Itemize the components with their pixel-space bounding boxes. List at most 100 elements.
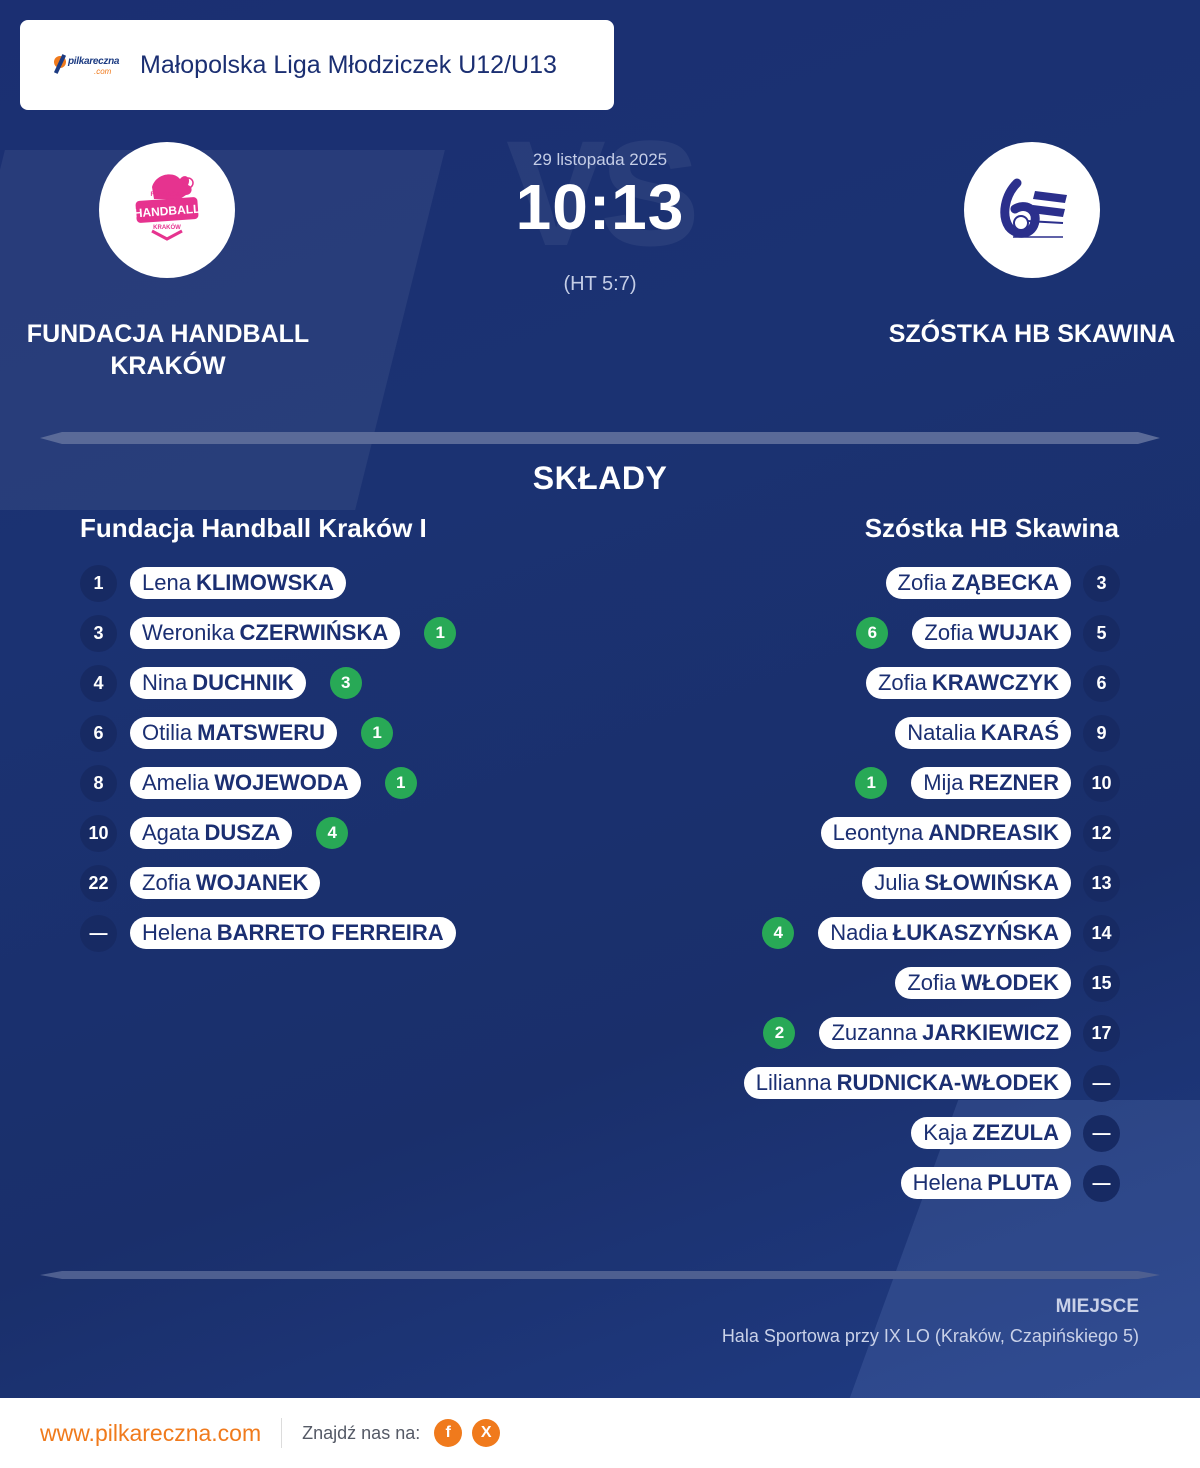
player-last-name: KARAŚ [980,720,1059,745]
league-title: Małopolska Liga Młodziczek U12/U13 [140,50,557,79]
away-squad-title: Szóstka HB Skawina [864,513,1119,543]
player-first-name: Zuzanna [831,1020,918,1045]
player-first-name: Otilia [142,720,193,745]
player-first-name: Lena [142,570,191,595]
player-name[interactable]: Zuzanna JARKIEWICZ [819,1017,1071,1049]
player-name[interactable]: Lena KLIMOWSKA [130,567,347,599]
player-row: 8 Amelia WOJEWODA 1 [80,758,456,808]
away-team-logo [964,142,1100,278]
player-row: 22 Zofia WOJANEK [80,858,456,908]
svg-text:FUNDACJA: FUNDACJA [151,192,185,198]
vs-watermark: VS [505,109,700,277]
away-team-name: SZÓSTKA HB SKAWINA [888,320,1176,348]
footer-divider [281,1418,283,1448]
shirt-number: — [80,914,117,952]
shirt-number: 14 [1083,914,1120,952]
player-first-name: Zofia [907,970,957,995]
player-row: 17 Zuzanna JARKIEWICZ 2 [744,1008,1120,1058]
home-player-list: 1 Lena KLIMOWSKA 3 Weronika CZERWIŃSKA 1 4 Nina D… [80,558,457,958]
shirt-number: — [1083,1164,1120,1202]
player-name[interactable]: Zofia ZĄBECKA [885,567,1071,599]
player-name[interactable]: Mija REZNER [911,767,1071,799]
goals-badge: 2 [763,1017,796,1049]
player-row: 14 Nadia ŁUKASZYŃSKA 4 [744,908,1120,958]
goals-badge: 4 [762,917,795,949]
player-last-name: DUCHNIK [192,670,294,695]
divider [40,1271,1160,1279]
player-last-name: PLUTA [987,1170,1059,1195]
player-name[interactable]: Zofia WOJANEK [130,867,321,899]
divider [40,432,1160,444]
home-crest-icon: FUNDACJA HANDBALL KRAKÓW [133,174,201,241]
halftime-score: (HT 5:7) [563,273,637,295]
player-last-name: WŁODEK [961,970,1059,995]
player-last-name: MATSWERU [197,720,326,745]
player-name[interactable]: Lilianna RUDNICKA-WŁODEK [743,1067,1071,1099]
player-last-name: ZEZULA [972,1120,1059,1145]
player-last-name: REZNER [968,770,1059,795]
home-team-name: FUNDACJA HANDBALL KRAKÓW [26,320,310,380]
shirt-number: 8 [80,764,117,802]
player-row: 15 Zofia WŁODEK [744,958,1120,1008]
pilkareczna-logo[interactable]: pilkareczna .com [48,50,122,80]
player-name[interactable]: Amelia WOJEWODA [130,767,361,799]
player-first-name: Mija [923,770,964,795]
shirt-number: 15 [1083,964,1120,1002]
player-name[interactable]: Zofia WŁODEK [895,967,1071,999]
player-name[interactable]: Weronika CZERWIŃSKA [130,617,401,649]
player-name[interactable]: Kaja ZEZULA [911,1117,1071,1149]
match-card: VS pilkareczna .com Małopolska Liga Młod… [0,0,1200,1398]
player-first-name: Weronika [142,620,235,645]
player-name[interactable]: Nina DUCHNIK [130,667,306,699]
svg-text:HANDBALL: HANDBALL [133,202,200,221]
player-row: 10 Mija REZNER 1 [744,758,1120,808]
player-last-name: DUSZA [204,820,281,845]
league-header: pilkareczna .com Małopolska Liga Młodzic… [20,20,614,110]
lineups-title: SKŁADY [532,460,668,496]
player-row: 3 Weronika CZERWIŃSKA 1 [80,608,457,658]
player-last-name: JARKIEWICZ [922,1020,1059,1045]
player-first-name: Natalia [907,720,976,745]
player-name[interactable]: Helena PLUTA [900,1167,1071,1199]
home-squad-title: Fundacja Handball Kraków I [80,513,427,543]
match-date: 29 listopada 2025 [532,150,668,169]
brand-name: pilkareczna [68,56,120,67]
player-row: — Lilianna RUDNICKA-WŁODEK [743,1058,1120,1108]
website-link[interactable]: www.pilkareczna.com [40,1419,262,1446]
player-last-name: ŁUKASZYŃSKA [892,920,1059,945]
final-score: 10:13 [515,171,685,243]
player-name[interactable]: Zofia WUJAK [912,617,1071,649]
goals-badge: 1 [424,617,457,649]
away-player-list: 3 Zofia ZĄBECKA 5 Zofia WUJAK 6 6 Zofia KRAWCZYK 9… [743,558,1120,1208]
away-crest-icon [1000,178,1067,238]
player-first-name: Kaja [923,1120,968,1145]
goals-badge: 1 [855,767,888,799]
player-name[interactable]: Agata DUSZA [130,817,293,849]
facebook-icon[interactable]: f [434,1419,463,1447]
shirt-number: 4 [80,664,117,702]
shirt-number: 12 [1083,814,1120,852]
x-icon[interactable]: X [472,1419,501,1447]
shirt-number: 6 [1083,664,1120,702]
shirt-number: 17 [1083,1014,1120,1052]
player-row: 9 Natalia KARAŚ [744,708,1120,758]
goals-badge: 4 [316,817,349,849]
find-us-label: Znajdź nas na: [302,1422,421,1443]
player-last-name: KRAWCZYK [931,670,1059,695]
goals-badge: 3 [329,667,362,699]
home-team-logo: FUNDACJA HANDBALL KRAKÓW [99,142,235,278]
player-last-name: ZĄBECKA [951,570,1059,595]
player-name[interactable]: Otilia MATSWERU [130,717,338,749]
player-last-name: RUDNICKA-WŁODEK [836,1070,1059,1095]
player-name[interactable]: Julia SŁOWIŃSKA [862,867,1071,899]
player-name[interactable]: Zofia KRAWCZYK [865,667,1071,699]
player-name[interactable]: Helena BARRETO FERREIRA [130,917,456,949]
player-name[interactable]: Leontyna ANDREASIK [820,817,1071,849]
player-last-name: WOJEWODA [214,770,349,795]
player-name[interactable]: Nadia ŁUKASZYŃSKA [818,917,1071,949]
player-row: 6 Otilia MATSWERU 1 [80,708,456,758]
player-first-name: Lilianna [755,1070,832,1095]
player-name[interactable]: Natalia KARAŚ [895,717,1071,749]
player-last-name: BARRETO FERREIRA [216,920,444,945]
player-row: 6 Zofia KRAWCZYK [744,658,1120,708]
